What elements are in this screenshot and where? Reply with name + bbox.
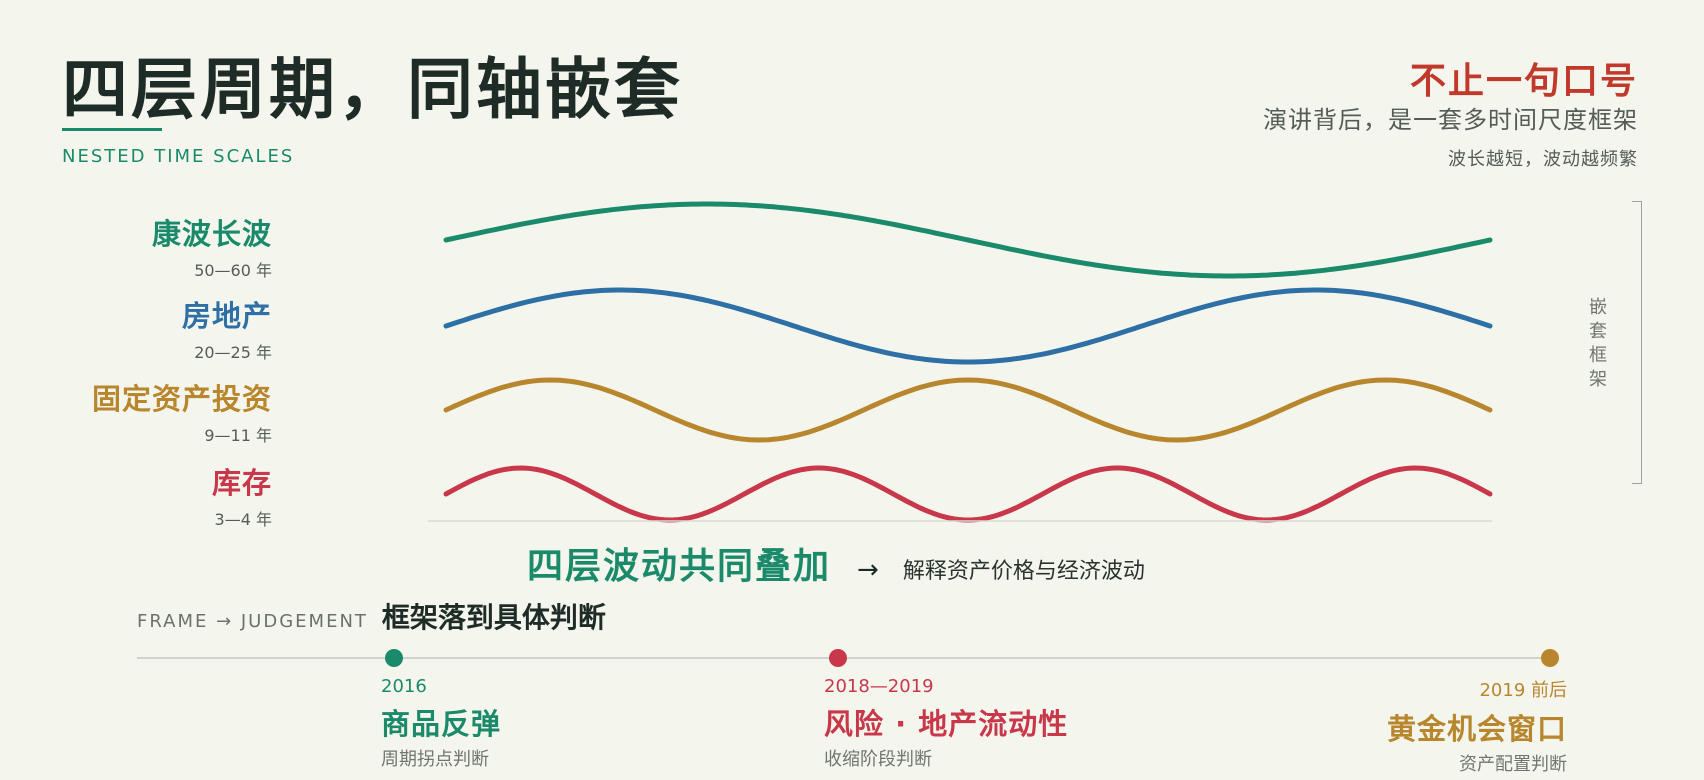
nesting-bracket [1632,201,1642,484]
wave-real-estate [443,287,1493,365]
wave-fixed-investment [443,377,1493,443]
timeline-dot-2019 [1541,649,1559,667]
timeline-dot-2016 [385,649,403,667]
event-head: 商品反弹 [381,707,502,741]
cycle-label-kondratiev: 康波长波 50—60 年 [152,211,272,281]
page-title: 四层周期，同轴嵌套 [62,51,683,128]
wave-inventory [443,465,1493,523]
event-year: 2016 [381,676,427,697]
event-year: 2019 前后 [1479,680,1567,701]
cycle-name: 康波长波 [151,217,272,251]
bracket-label: 嵌套框架 [1589,297,1607,390]
wave-kondratiev [443,201,1493,279]
event-head: 风险 · 地产流动性 [824,707,1069,741]
summary-main: 四层波动共同叠加 [527,546,832,587]
frame-label-en: FRAME → JUDGEMENT [137,611,368,632]
cycle-name: 固定资产投资 [91,382,272,416]
title-underline [62,128,162,131]
page-subtitle-en: NESTED TIME SCALES [62,146,295,167]
cycle-label-real-estate: 房地产 20—25 年 [182,293,272,363]
event-year: 2018—2019 [824,676,934,697]
cycle-label-inventory: 库存 3—4 年 [212,460,272,530]
side-note-line1: 演讲背后，是一套多时间尺度框架 [1263,106,1638,134]
cycle-label-fixed-investment: 固定资产投资 9—11 年 [92,376,272,446]
side-note-title: 不止一句口号 [1409,61,1638,102]
cycle-period: 3—4 年 [214,510,272,529]
frame-row: FRAME → JUDGEMENT 框架落到具体判断 [137,596,606,636]
timeline-event-2019: 2019 前后 黄金机会窗口 资产配置判断 [1387,676,1567,776]
cycle-period: 9—11 年 [204,426,272,445]
summary-desc: 解释资产价格与经济波动 [902,559,1145,584]
cycle-name: 库存 [211,466,272,500]
frame-label-zh: 框架落到具体判断 [381,601,606,634]
side-note-line2: 波长越短，波动越频繁 [1448,149,1638,170]
arrow-icon: → [857,555,879,585]
timeline-event-2016: 2016 商品反弹 周期拐点判断 [381,676,501,771]
event-head: 黄金机会窗口 [1386,712,1567,746]
cycle-period: 20—25 年 [194,343,272,362]
event-note: 收缩阶段判断 [824,749,932,770]
timeline-dot-2018 [829,649,847,667]
timeline-event-2018: 2018—2019 风险 · 地产流动性 收缩阶段判断 [824,676,1068,771]
event-note: 资产配置判断 [1459,754,1567,775]
cycle-period: 50—60 年 [194,261,272,280]
summary-row: 四层波动共同叠加 → 解释资产价格与经济波动 [527,537,1145,589]
cycle-name: 房地产 [181,299,272,333]
event-note: 周期拐点判断 [381,749,489,770]
